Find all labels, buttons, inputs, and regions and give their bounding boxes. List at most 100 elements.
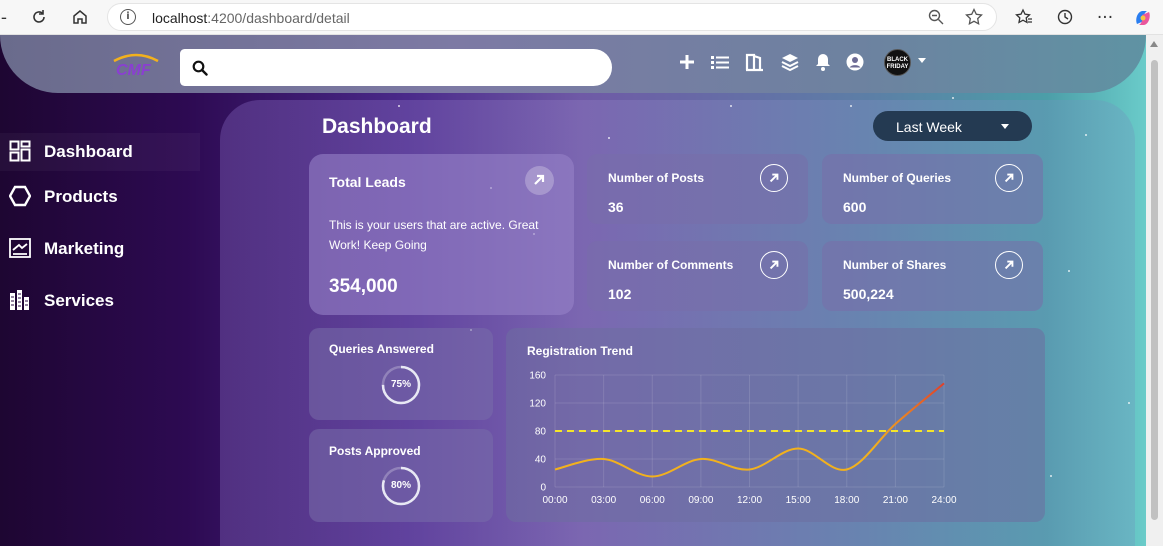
marketing-icon [9,238,31,258]
stat-title: Number of Posts [608,171,705,185]
arrow-up-right-icon [769,173,779,183]
x-tick-label: 18:00 [834,495,859,506]
page-scrollbar[interactable] [1146,35,1163,546]
x-tick-label: 12:00 [737,495,762,506]
sidebar-item-marketing[interactable]: Marketing [0,230,200,268]
stat-card-shares: Number of Shares 500,224 [822,241,1043,311]
browser-toolbar: - i localhost:4200/dashboard/detail ··· [0,0,1163,35]
x-tick-label: 21:00 [883,495,908,506]
chart-title: Registration Trend [527,344,634,358]
favorite-star-icon[interactable] [965,7,983,31]
copilot-icon[interactable] [1133,8,1153,28]
stat-title: Number of Comments [608,258,734,272]
brand-logo[interactable]: CMF [112,53,160,79]
stat-title: Number of Shares [843,258,947,272]
scrollbar-thumb[interactable] [1151,60,1158,520]
arrow-up-right-icon [1004,260,1014,270]
y-tick-label: 80 [535,427,547,438]
search-input[interactable] [216,49,596,86]
sidebar-item-services[interactable]: Services [0,282,200,320]
ring-percent: 80% [390,480,411,491]
stat-card-posts: Number of Posts 36 [587,154,808,224]
stat-open-button[interactable] [760,164,788,192]
avatar-caret-icon[interactable] [918,58,926,63]
address-bar[interactable]: i localhost:4200/dashboard/detail [107,3,997,31]
star [398,105,400,107]
star [850,105,852,107]
site-info-icon[interactable]: i [120,9,136,25]
period-dropdown[interactable]: Last Week [873,111,1032,141]
scroll-up-icon[interactable] [1150,41,1158,47]
add-icon[interactable] [677,52,697,72]
stat-value: 102 [608,286,632,302]
total-leads-card: Total Leads This is your users that are … [309,154,574,315]
app-viewport: CMF BLACK FRIDAY Dashboard Products Marke… [0,35,1163,546]
star [952,97,954,99]
reload-icon[interactable] [29,8,49,28]
arrow-up-right-icon [534,174,545,185]
stat-open-button[interactable] [995,164,1023,192]
search-bar[interactable] [180,49,612,86]
url-text: localhost:4200/dashboard/detail [152,10,350,26]
bell-icon[interactable] [813,52,833,72]
services-icon [10,290,29,310]
favorites-icon[interactable] [1014,8,1034,28]
star [1128,402,1130,404]
stat-title: Number of Queries [843,171,952,185]
progress-ring: 80% [380,465,422,507]
x-tick-label: 24:00 [931,495,956,506]
line-chart: 0 40 80 120 160 00:00 03:00 06:00 09:00 12:00 15:0… [529,371,957,507]
arrow-up-right-icon [1004,173,1014,183]
stat-card-queries: Number of Queries 600 [822,154,1043,224]
stat-value: 36 [608,199,624,215]
list-icon[interactable] [710,52,730,72]
chevron-down-icon [1001,124,1009,129]
x-tick-label: 09:00 [688,495,713,506]
x-tick-label: 06:00 [640,495,665,506]
sidebar-item-products[interactable]: Products [0,178,200,216]
stat-open-button[interactable] [760,251,788,279]
stat-value: 500,224 [843,286,894,302]
page-title: Dashboard [322,115,432,138]
queries-answered-card: Queries Answered 75% [309,328,493,420]
top-navbar: CMF BLACK FRIDAY [0,35,1146,93]
sidebar-item-label: Services [44,291,114,310]
y-tick-label: 160 [529,371,546,382]
star [1068,270,1070,272]
y-tick-label: 120 [529,399,546,410]
back-icon[interactable]: - [0,8,8,28]
more-options-icon[interactable]: ··· [1096,8,1114,28]
star [1050,475,1052,477]
home-icon[interactable] [70,8,90,28]
sidebar-item-label: Products [44,187,118,206]
star [608,137,610,139]
total-leads-description: This is your users that are active. Grea… [329,218,539,252]
x-tick-label: 15:00 [786,495,811,506]
total-leads-title: Total Leads [329,174,406,190]
y-tick-label: 0 [540,483,546,494]
door-icon[interactable] [745,52,765,72]
posts-approved-card: Posts Approved 80% [309,429,493,522]
dashboard-icon [9,140,31,162]
ring-title: Posts Approved [329,444,421,458]
stat-open-button[interactable] [995,251,1023,279]
products-icon [9,185,31,207]
search-icon[interactable] [192,60,208,76]
x-tick-label: 00:00 [542,495,567,506]
user-circle-icon[interactable] [845,52,865,72]
y-tick-label: 40 [535,455,547,466]
series-line [554,382,945,478]
total-leads-open-button[interactable] [525,166,554,195]
history-icon[interactable] [1055,8,1075,28]
zoom-icon[interactable] [928,9,944,30]
sidebar-item-dashboard[interactable]: Dashboard [0,133,200,171]
x-tick-label: 03:00 [591,495,616,506]
layers-icon[interactable] [780,52,800,72]
period-dropdown-label: Last Week [896,119,962,135]
avatar[interactable]: BLACK FRIDAY [884,49,911,76]
ring-title: Queries Answered [329,342,434,356]
star [1085,134,1087,136]
stat-card-comments: Number of Comments 102 [587,241,808,311]
sidebar-item-label: Dashboard [44,142,133,161]
total-leads-value: 354,000 [329,276,398,297]
